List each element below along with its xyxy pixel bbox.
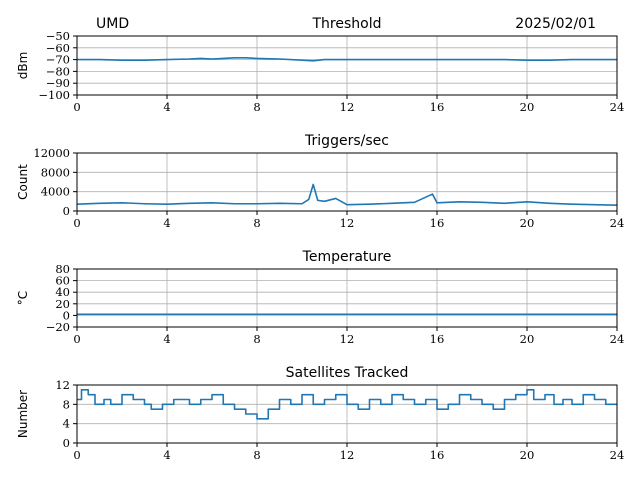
x-tick-label: 12 [340,332,355,346]
x-tick-label: 8 [253,448,260,462]
y-axis-label: °C [16,291,30,305]
x-tick-label: 20 [520,332,535,346]
y-tick-label: −60 [46,41,70,55]
x-tick-label: 12 [340,216,355,230]
panel-title: Temperature [302,249,392,265]
panel-title: Triggers/sec [304,133,389,149]
x-tick-label: 8 [253,100,260,114]
y-tick-label: −90 [46,76,70,90]
x-tick-label: 8 [253,216,260,230]
x-tick-label: 4 [163,216,170,230]
y-axis-label: Number [16,390,30,438]
x-tick-label: 0 [73,100,80,114]
x-tick-label: 4 [163,448,170,462]
x-tick-label: 12 [340,100,355,114]
y-tick-label: 0 [63,308,70,322]
chart-panels: 0 4 8 12 16 20 24 −100−90−80−70−60−50 Threshold d… [16,16,624,462]
y-tick-label: −70 [46,53,70,67]
panel-1: 0 4 8 12 16 20 24 −100−90−80−70−60−50 Threshold d… [16,16,624,114]
y-tick-label: 8000 [41,165,70,179]
date-label: 2025/02/01 [515,16,596,32]
x-tick-label: 16 [430,100,445,114]
y-tick-label: 12 [55,378,70,392]
y-tick-label: −50 [46,29,70,43]
y-tick-label: 40 [55,285,70,299]
site-label: UMD [96,16,129,32]
x-tick-label: 0 [73,448,80,462]
y-tick-label: 20 [55,297,70,311]
x-tick-label: 0 [73,216,80,230]
x-tick-label: 24 [610,332,625,346]
panel-title: Satellites Tracked [286,365,409,381]
x-tick-label: 20 [520,100,535,114]
panel-4: 0 4 8 12 16 20 24 0 4 8 12 Satellites Tracked Number [16,365,624,462]
x-tick-label: 16 [430,216,445,230]
x-tick-label: 4 [163,332,170,346]
x-tick-label: 16 [430,332,445,346]
x-tick-label: 0 [73,332,80,346]
x-tick-label: 24 [610,448,625,462]
x-tick-label: 24 [610,216,625,230]
y-axis-label: Count [16,164,30,200]
panel-2: 0 4 8 12 16 20 24 0 4000 8000 12000 Triggers/sec Cou… [16,133,624,230]
y-tick-label: 4000 [41,185,70,199]
y-tick-label: −100 [38,88,70,102]
y-tick-label: 0 [63,204,70,218]
y-tick-label: −80 [46,64,70,78]
series-line [77,57,617,62]
x-tick-label: 20 [520,216,535,230]
y-tick-label: −20 [46,320,70,334]
panel-title: Threshold [312,16,382,32]
y-tick-label: 4 [63,417,70,431]
series-line [76,183,618,206]
y-tick-label: 12000 [33,146,70,160]
y-axis-label: dBm [16,52,30,80]
x-tick-label: 20 [520,448,535,462]
x-tick-label: 12 [340,448,355,462]
x-tick-label: 8 [253,332,260,346]
y-tick-label: 60 [55,274,70,288]
x-tick-label: 4 [163,100,170,114]
y-tick-label: 8 [63,397,70,411]
x-tick-label: 16 [430,448,445,462]
x-tick-label: 24 [610,100,625,114]
y-tick-label: 0 [63,436,70,450]
y-tick-label: 80 [55,262,70,276]
series-line [77,389,617,420]
